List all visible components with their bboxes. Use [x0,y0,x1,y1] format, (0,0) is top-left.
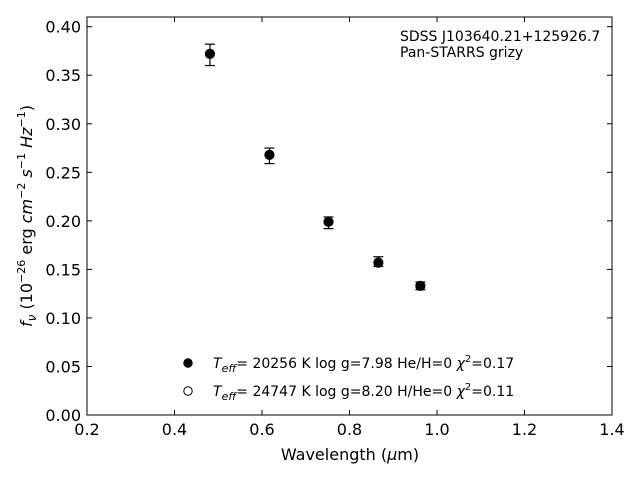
y-axis-label: fν (10−26 erg cm−2 s−1 Hz−1) [15,105,39,327]
legend-marker-open [183,386,193,396]
x-tick-label: 0.8 [337,420,362,439]
y-tick-label: 0.40 [45,18,81,37]
x-axis-label: Wavelength (μm) [281,445,419,464]
y-tick-label: 0.30 [45,115,81,134]
x-tick-label: 0.4 [162,420,187,439]
x-tick-label: 1.4 [599,420,624,439]
y-tick-label: 0.20 [45,212,81,231]
x-tick-label: 0.6 [249,420,274,439]
ticks-group: 0.2 0.4 0.6 0.8 1.0 1.2 1.4 0.00 0.05 0.10 0.15 0.2… [45,17,625,439]
data-point-open [415,280,426,291]
y-tick-label: 0.25 [45,163,81,182]
y-tick-label: 0.05 [45,357,81,376]
data-point-open [323,216,334,227]
legend-entry-2: Teff= 24747 K log g=8.20 H/He=0 χ2=0.11 [213,382,514,403]
y-tick-label: 0.10 [45,309,81,328]
legend-entry-1: Teff= 20256 K log g=7.98 He/H=0 χ2=0.17 [213,354,514,375]
survey-name: Pan-STARRS grizy [400,45,523,61]
x-tick-label: 1.2 [512,420,537,439]
data-point-open [204,48,216,59]
x-tick-label: 1.0 [424,420,449,439]
y-tick-label: 0.15 [45,260,81,279]
y-tick-label: 0.00 [45,406,81,425]
y-tick-label: 0.35 [45,66,81,85]
data-point-open [264,149,275,160]
object-name: SDSS J103640.21+125926.7 [400,29,600,45]
x-tick-label: 0.2 [74,420,99,439]
plot-frame [86,16,613,416]
points-group [204,48,426,291]
data-point-open [373,257,384,268]
legend-marker-filled [183,358,193,368]
